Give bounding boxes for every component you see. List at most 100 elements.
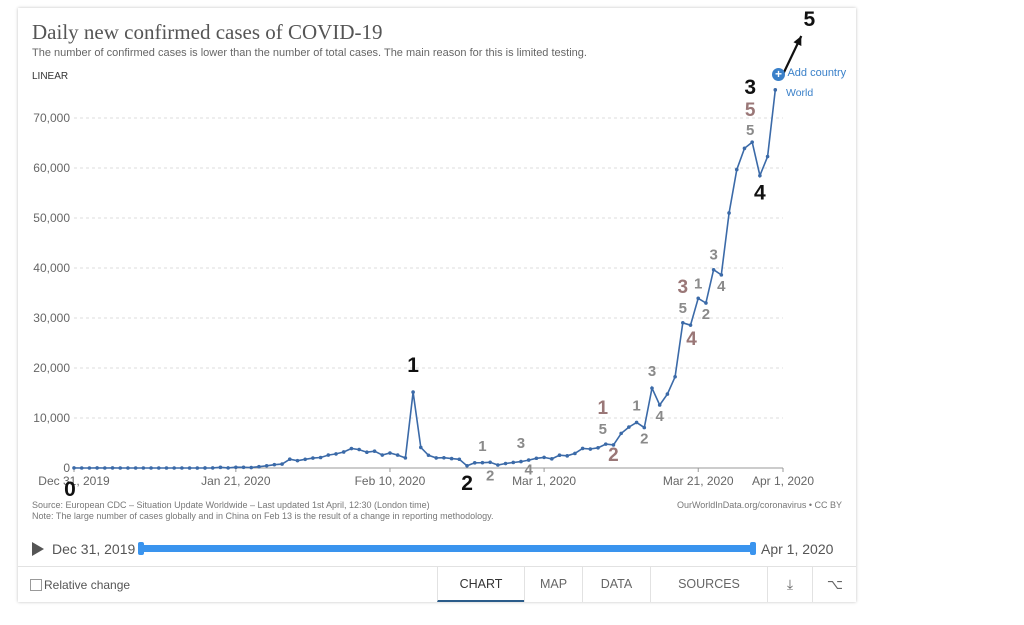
data-point <box>357 447 361 452</box>
data-point <box>734 167 739 172</box>
data-point <box>480 460 485 465</box>
data-point <box>573 451 577 456</box>
data-point <box>395 453 400 457</box>
share-icon[interactable]: ⌥ <box>812 567 857 602</box>
data-point <box>557 453 562 458</box>
tab-map[interactable]: MAP <box>524 567 582 602</box>
data-point <box>241 465 246 470</box>
y-tick-label: 60,000 <box>33 161 70 175</box>
y-tick-label: 0 <box>63 461 70 475</box>
credit-link[interactable]: OurWorldInData.org/coronavirus • CC BY <box>676 500 842 510</box>
data-point <box>603 442 608 446</box>
data-point <box>103 466 107 470</box>
data-point <box>257 464 261 469</box>
data-point <box>719 273 724 277</box>
annotation-number: 4 <box>717 278 726 295</box>
annotation-number: 4 <box>686 329 697 350</box>
plus-icon: + <box>772 68 785 81</box>
tab-chart[interactable]: CHART <box>437 567 524 602</box>
data-point <box>688 323 693 327</box>
data-point <box>596 445 600 450</box>
data-point <box>411 390 415 394</box>
data-point <box>172 466 176 470</box>
annotation-number: 4 <box>754 182 766 205</box>
data-point <box>318 455 323 460</box>
y-tick-label: 10,000 <box>33 411 70 425</box>
data-point <box>704 301 708 305</box>
data-point <box>79 466 84 470</box>
play-icon[interactable] <box>32 542 44 556</box>
annotation-number: 2 <box>702 306 710 323</box>
data-point <box>465 464 469 468</box>
data-point <box>434 456 439 460</box>
download-icon[interactable]: ⤓ <box>767 567 812 602</box>
arrow-label: 5 <box>803 8 815 31</box>
data-point <box>287 457 292 462</box>
data-point <box>218 465 223 470</box>
data-point <box>673 374 677 379</box>
annotation-number: 1 <box>478 438 486 455</box>
timeline-start-handle[interactable] <box>138 542 144 555</box>
data-point <box>264 463 269 468</box>
timeline-track[interactable] <box>141 545 754 552</box>
annotation-number: 2 <box>486 468 494 485</box>
relative-change-label[interactable]: Relative change <box>44 578 131 592</box>
tab-sources[interactable]: SOURCES <box>650 567 767 602</box>
data-point <box>681 320 685 325</box>
data-point <box>758 173 762 178</box>
data-point <box>442 455 446 460</box>
tab-data[interactable]: DATA <box>582 567 650 602</box>
add-country-button[interactable]: + Add country <box>772 67 846 81</box>
data-point <box>550 457 554 461</box>
data-point <box>295 458 300 463</box>
note-line: Note: The large number of cases globally… <box>32 511 494 521</box>
annotation-number: 4 <box>525 461 534 478</box>
source-note: Source: European CDC – Situation Update … <box>32 500 493 522</box>
data-point <box>496 463 500 467</box>
annotation-number: 3 <box>709 247 717 264</box>
data-point <box>372 449 377 454</box>
annotation-number: 0 <box>64 478 76 501</box>
data-point <box>226 466 230 470</box>
scale-toggle[interactable]: LINEAR <box>32 71 69 82</box>
arrow-head <box>793 36 802 46</box>
data-point <box>418 445 423 450</box>
data-point <box>95 466 99 470</box>
data-point <box>711 267 716 272</box>
timeline-end-label: Apr 1, 2020 <box>761 541 834 557</box>
data-point <box>180 466 184 470</box>
data-point <box>303 457 307 462</box>
series-line-world <box>73 89 777 469</box>
annotation-number: 4 <box>656 408 665 425</box>
footer-bar: Relative change CHART MAP DATA SOURCES ⤓… <box>18 566 856 603</box>
annotation-number: 3 <box>678 277 689 298</box>
series-label-world: World <box>786 87 814 99</box>
x-tick-label: Feb 10, 2020 <box>355 474 426 488</box>
data-point <box>311 456 315 460</box>
timeline: Dec 31, 2019 Apr 1, 2020 <box>32 540 842 560</box>
data-point <box>642 425 647 430</box>
chart-subtitle: The number of confirmed cases is lower t… <box>32 47 587 59</box>
annotation-number: 1 <box>694 275 702 292</box>
data-point <box>488 460 492 465</box>
annotation-number: 5 <box>746 122 754 139</box>
data-point <box>234 465 238 470</box>
data-point <box>611 443 616 447</box>
y-tick-label: 70,000 <box>33 111 70 125</box>
data-point <box>249 465 254 470</box>
data-point <box>334 452 338 456</box>
data-point <box>765 154 770 159</box>
relative-change-checkbox[interactable] <box>30 579 42 591</box>
data-point <box>542 455 546 460</box>
data-point <box>519 459 523 464</box>
data-point <box>403 456 408 460</box>
data-point <box>426 453 431 458</box>
annotation-number: 1 <box>407 354 419 377</box>
data-point <box>210 466 215 470</box>
timeline-end-handle[interactable] <box>750 542 756 555</box>
annotation-number: 5 <box>679 300 687 317</box>
data-point <box>365 450 369 455</box>
y-tick-label: 40,000 <box>33 261 70 275</box>
chart-panel: Daily new confirmed cases of COVID-19 Th… <box>18 8 856 602</box>
annotation-number: 2 <box>461 472 473 495</box>
